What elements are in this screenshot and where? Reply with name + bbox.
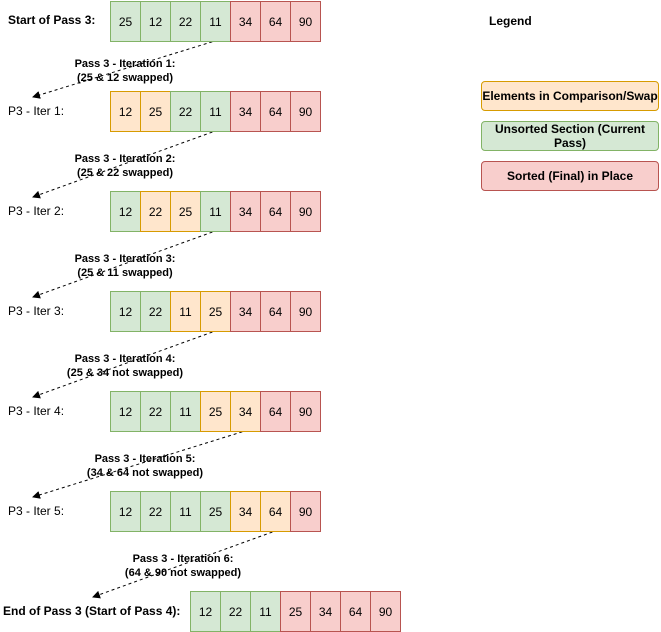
row-label-iter1: P3 - Iter 1: [8,104,65,118]
step-label-6: Pass 3 - Iteration 6: (64 & 90 not swapp… [118,552,248,580]
array-cell: 64 [260,391,291,432]
step-note: (64 & 90 not swapped) [124,567,242,579]
array-cell: 25 [140,91,171,132]
legend-compare: Elements in Comparison/Swap [481,81,659,111]
array-cell: 12 [110,491,141,532]
step-title: Pass 3 - Iteration 4: [74,353,176,365]
step-label-3: Pass 3 - Iteration 3: (25 & 11 swapped) [60,252,190,280]
array-row-start: 25 12 22 11 34 64 90 [110,1,321,42]
array-cell: 25 [200,391,231,432]
array-row-iter5: 12 22 11 25 34 64 90 [110,491,321,532]
row-label-iter3: P3 - Iter 3: [8,304,65,318]
step-note: (25 & 11 swapped) [77,267,173,279]
array-cell: 22 [220,591,251,632]
array-cell: 34 [310,591,341,632]
step-arrow-6 [92,529,279,599]
array-cell: 12 [110,391,141,432]
array-cell: 12 [110,191,141,232]
step-note: (25 & 12 swapped) [77,72,173,84]
array-row-iter1: 12 25 22 11 34 64 90 [110,91,321,132]
array-row-iter3: 12 22 11 25 34 64 90 [110,291,321,332]
step-arrow-1 [32,39,219,99]
array-cell: 90 [290,191,321,232]
array-cell: 22 [140,391,171,432]
array-cell: 64 [260,191,291,232]
step-arrow-5 [32,429,249,499]
step-title: Pass 3 - Iteration 1: [74,58,176,70]
array-cell: 64 [260,1,291,42]
step-label-1: Pass 3 - Iteration 1: (25 & 12 swapped) [60,57,190,85]
array-cell: 22 [170,91,201,132]
array-cell: 25 [200,291,231,332]
array-cell: 64 [260,91,291,132]
array-cell: 25 [280,591,311,632]
legend-title: Legend [489,14,532,28]
step-note: (34 & 64 not swapped) [86,467,204,479]
row-label-end: End of Pass 3 (Start of Pass 4): [3,604,181,618]
step-title: Pass 3 - Iteration 2: [74,153,176,165]
array-cell: 34 [230,391,261,432]
array-cell: 90 [290,91,321,132]
row-label-iter4: P3 - Iter 4: [8,404,65,418]
array-cell: 11 [170,491,201,532]
array-cell: 11 [200,1,231,42]
array-cell: 34 [230,191,261,232]
array-cell: 25 [200,491,231,532]
step-title: Pass 3 - Iteration 5: [94,453,196,465]
array-cell: 22 [140,291,171,332]
array-cell: 90 [290,391,321,432]
array-cell: 64 [340,591,371,632]
array-cell: 34 [230,291,261,332]
array-cell: 11 [200,91,231,132]
array-cell: 22 [140,191,171,232]
array-cell: 34 [230,91,261,132]
array-cell: 22 [170,1,201,42]
array-cell: 90 [370,591,401,632]
array-cell: 11 [250,591,281,632]
array-cell: 25 [170,191,201,232]
array-cell: 90 [290,291,321,332]
array-cell: 12 [190,591,221,632]
step-note: (25 & 34 not swapped) [66,367,184,379]
array-cell: 34 [230,491,261,532]
step-arrow-3 [32,229,219,299]
array-cell: 64 [260,491,291,532]
array-row-iter4: 12 22 11 25 34 64 90 [110,391,321,432]
step-label-5: Pass 3 - Iteration 5: (34 & 64 not swapp… [80,452,210,480]
step-title: Pass 3 - Iteration 6: [132,553,234,565]
legend-sorted: Sorted (Final) in Place [481,161,659,191]
step-arrow-2 [32,129,219,199]
array-row-end: 12 22 11 25 34 64 90 [190,591,401,632]
row-label-iter5: P3 - Iter 5: [8,504,65,518]
array-cell: 12 [110,291,141,332]
row-label-iter2: P3 - Iter 2: [8,204,65,218]
array-cell: 90 [290,1,321,42]
array-cell: 22 [140,491,171,532]
legend-unsorted: Unsorted Section (Current Pass) [481,121,659,151]
array-cell: 12 [140,1,171,42]
array-cell: 11 [170,391,201,432]
array-cell: 11 [200,191,231,232]
step-label-2: Pass 3 - Iteration 2: (25 & 22 swapped) [60,152,190,180]
array-cell: 25 [110,1,141,42]
step-arrow-4 [32,329,219,399]
array-cell: 34 [230,1,261,42]
array-cell: 90 [290,491,321,532]
row-label-start: Start of Pass 3: [8,13,96,27]
array-cell: 64 [260,291,291,332]
array-row-iter2: 12 22 25 11 34 64 90 [110,191,321,232]
step-title: Pass 3 - Iteration 3: [74,253,176,265]
step-label-4: Pass 3 - Iteration 4: (25 & 34 not swapp… [60,352,190,380]
array-cell: 12 [110,91,141,132]
array-cell: 11 [170,291,201,332]
step-note: (25 & 22 swapped) [77,167,173,179]
